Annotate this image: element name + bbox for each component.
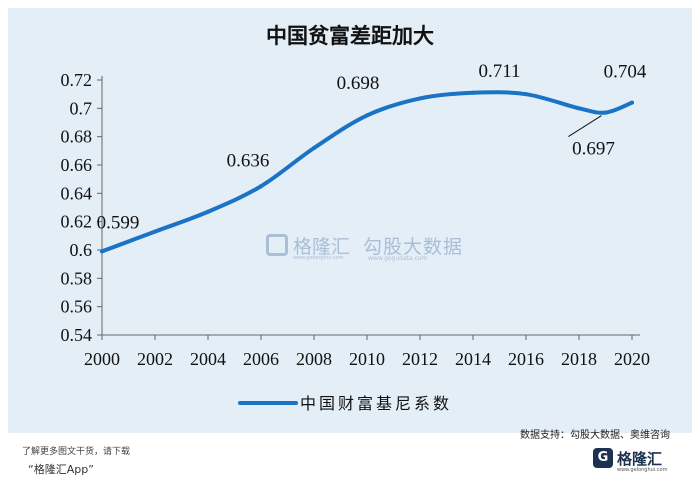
footer-app-name: “格隆汇App” bbox=[28, 463, 94, 476]
chart-title: 中国贫富差距加大 bbox=[266, 24, 434, 48]
footer-promo-text: 了解更多图文干货，请下载 bbox=[22, 447, 131, 457]
y-tick-label: 0.68 bbox=[61, 127, 93, 147]
data-label: 0.636 bbox=[227, 150, 270, 171]
x-tick-label: 2000 bbox=[84, 349, 120, 369]
watermark-brand: 格隆汇 bbox=[293, 236, 351, 258]
brand-logo-icon: G bbox=[593, 448, 613, 468]
chart-panel: 中国贫富差距加大 格隆汇 勾股大数据 www.gelonghui.com www… bbox=[8, 8, 692, 441]
x-tick-label: 2016 bbox=[508, 349, 544, 369]
data-point bbox=[365, 113, 369, 118]
x-tick-label: 2010 bbox=[349, 349, 385, 369]
leader-line bbox=[568, 115, 602, 138]
y-tick-label: 0.64 bbox=[61, 183, 93, 203]
y-tick-label: 0.6 bbox=[70, 240, 93, 260]
data-label: 0.697 bbox=[572, 139, 615, 160]
series-line bbox=[100, 90, 634, 254]
x-tick-label: 2004 bbox=[190, 349, 226, 369]
y-tick-label: 0.72 bbox=[61, 70, 93, 90]
x-tick-label: 2018 bbox=[561, 349, 597, 369]
watermark-brand-url: www.gelonghui.com bbox=[293, 255, 344, 261]
y-tick-label: 0.62 bbox=[61, 212, 93, 232]
data-point bbox=[577, 106, 581, 111]
x-tick-label: 2006 bbox=[243, 349, 279, 369]
legend-label: 中国财富基尼系数 bbox=[300, 394, 452, 413]
y-tick-label: 0.56 bbox=[61, 297, 93, 317]
data-label: 0.711 bbox=[478, 61, 520, 82]
y-tick-label: 0.58 bbox=[61, 268, 93, 288]
data-point bbox=[259, 184, 263, 189]
brand-url: www.gelonghui.com bbox=[617, 467, 668, 473]
data-label: 0.698 bbox=[337, 73, 380, 94]
data-point bbox=[630, 100, 634, 105]
source-note: 数据支持：勾股大数据、奥维咨询 bbox=[520, 430, 670, 441]
y-tick-label: 0.66 bbox=[61, 155, 93, 175]
line-chart: 0.54 0.56 0.58 0.6 0.62 0.64 0.66 0.68 0.7 0.72 20… bbox=[61, 61, 651, 413]
watermark-logo-icon bbox=[266, 234, 288, 256]
y-tick-label: 0.54 bbox=[61, 325, 93, 345]
watermark-partner-url: www.gogudata.com bbox=[368, 255, 428, 262]
data-point bbox=[206, 209, 210, 214]
x-tick-label: 2014 bbox=[455, 349, 491, 369]
data-point bbox=[418, 96, 422, 101]
data-point bbox=[312, 146, 316, 150]
watermark-partner: 勾股大数据 bbox=[363, 236, 464, 258]
data-point bbox=[100, 249, 104, 254]
x-tick-label: 2020 bbox=[614, 349, 650, 369]
data-point bbox=[471, 90, 475, 95]
x-tick-label: 2012 bbox=[402, 349, 438, 369]
y-tick-label: 0.7 bbox=[70, 98, 93, 118]
data-label: 0.599 bbox=[97, 212, 140, 233]
data-point bbox=[603, 110, 608, 115]
data-point bbox=[524, 92, 528, 97]
data-label: 0.704 bbox=[604, 62, 647, 83]
brand-name: 格隆汇 bbox=[617, 450, 663, 468]
x-tick-label: 2002 bbox=[137, 349, 173, 369]
data-point bbox=[153, 229, 157, 234]
x-tick-label: 2008 bbox=[296, 349, 332, 369]
